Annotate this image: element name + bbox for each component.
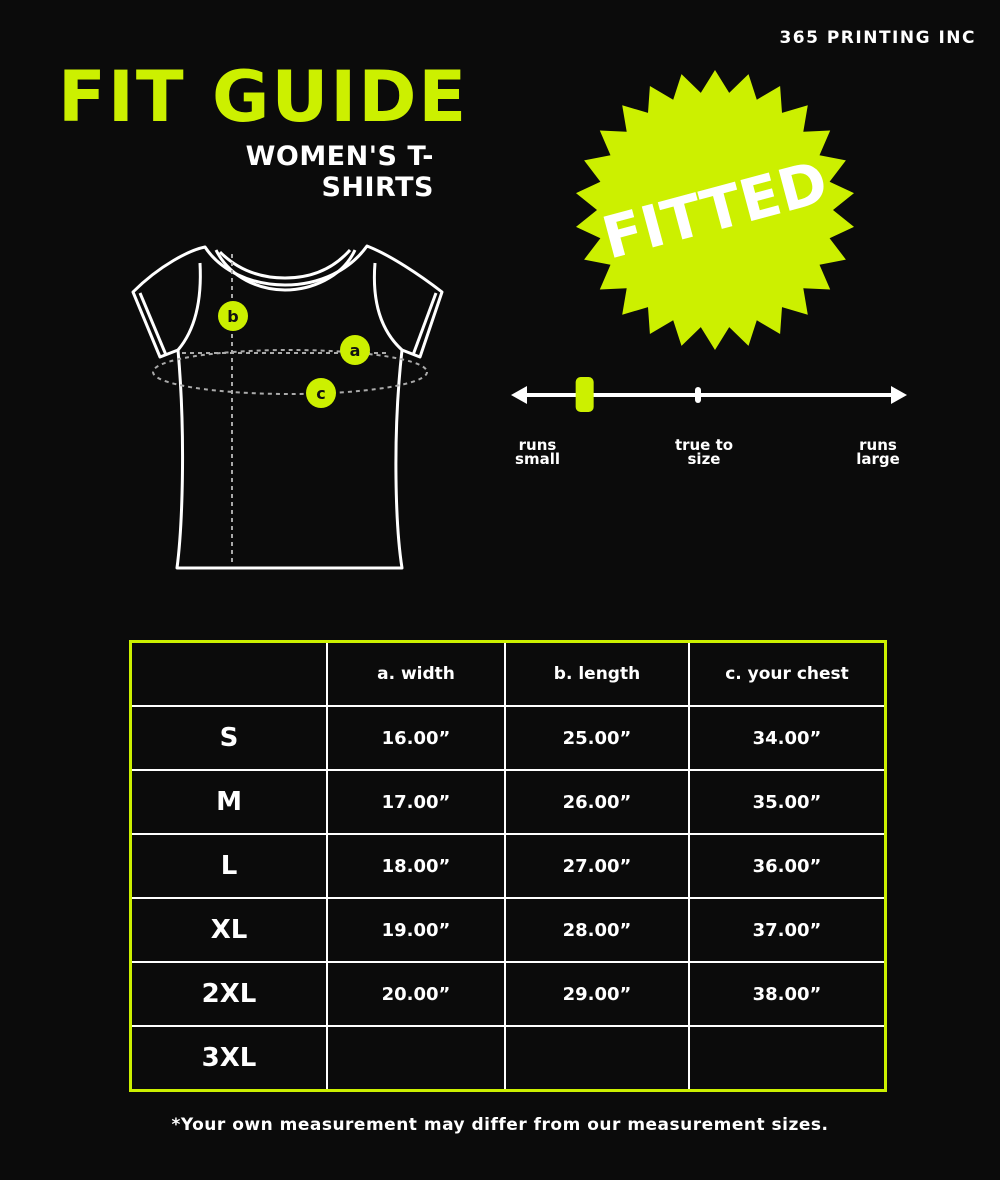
header-cell: c. your chest [688, 640, 887, 707]
starburst-shape [576, 70, 854, 350]
size-label: M [129, 769, 328, 835]
measurement-cell: 17.00” [326, 769, 506, 835]
measurement-cell: 36.00” [688, 833, 887, 899]
measurement-cell [504, 1025, 690, 1092]
size-label: S [129, 705, 328, 771]
table-row: 3XL [129, 1025, 887, 1092]
table-row: 2XL 20.00” 29.00” 38.00” [129, 961, 887, 1027]
svg-text:b: b [227, 307, 238, 326]
header-cell: b. length [504, 640, 690, 707]
table-header-row: a. width b. length c. your chest [129, 640, 887, 707]
measurement-cell: 16.00” [326, 705, 506, 771]
measurement-cell: 26.00” [504, 769, 690, 835]
measurement-cell [688, 1025, 887, 1092]
header-cell: a. width [326, 640, 506, 707]
measurement-cell: 27.00” [504, 833, 690, 899]
fit-scale [511, 377, 907, 412]
measurement-cell: 37.00” [688, 897, 887, 963]
size-chart-table: a. width b. length c. your chest S 16.00”… [129, 640, 887, 1092]
size-label: L [129, 833, 328, 899]
size-label: 3XL [129, 1025, 328, 1092]
table-row: L 18.00” 27.00” 36.00” [129, 833, 887, 899]
measurement-cell: 34.00” [688, 705, 887, 771]
tshirt-diagram: b a c [131, 244, 444, 570]
size-label: 2XL [129, 961, 328, 1027]
measurement-cell [326, 1025, 506, 1092]
measurement-cell: 18.00” [326, 833, 506, 899]
svg-text:a: a [350, 341, 361, 360]
size-label: XL [129, 897, 328, 963]
measurement-cell: 29.00” [504, 961, 690, 1027]
fit-marker [575, 377, 594, 412]
measurement-cell: 20.00” [326, 961, 506, 1027]
runs-large-label: runs large [856, 436, 900, 468]
measurement-cell: 19.00” [326, 897, 506, 963]
svg-text:c: c [316, 384, 325, 403]
true-to-size-label: true to size [674, 436, 734, 468]
header-cell [129, 640, 328, 707]
runs-small-label: runs small [515, 436, 560, 468]
footnote: *Your own measurement may differ from ou… [171, 1115, 829, 1135]
page-title: FIT GUIDE [58, 56, 469, 138]
true-to-size-tick [695, 387, 701, 403]
label-a-marker: a [340, 335, 370, 365]
table-row: XL 19.00” 28.00” 37.00” [129, 897, 887, 963]
measurement-cell: 38.00” [688, 961, 887, 1027]
page-subtitle: WOMEN'S T-SHIRTS [245, 141, 434, 203]
fit-badge: FITTED [576, 70, 854, 350]
measurement-cell: 35.00” [688, 769, 887, 835]
table-row: S 16.00” 25.00” 34.00” [129, 705, 887, 771]
measurement-cell: 25.00” [504, 705, 690, 771]
measurement-cell: 28.00” [504, 897, 690, 963]
brand-name: 365 PRINTING INC [779, 28, 976, 48]
label-b-marker: b [218, 301, 248, 331]
table-row: M 17.00” 26.00” 35.00” [129, 769, 887, 835]
label-c-marker: c [306, 378, 336, 408]
